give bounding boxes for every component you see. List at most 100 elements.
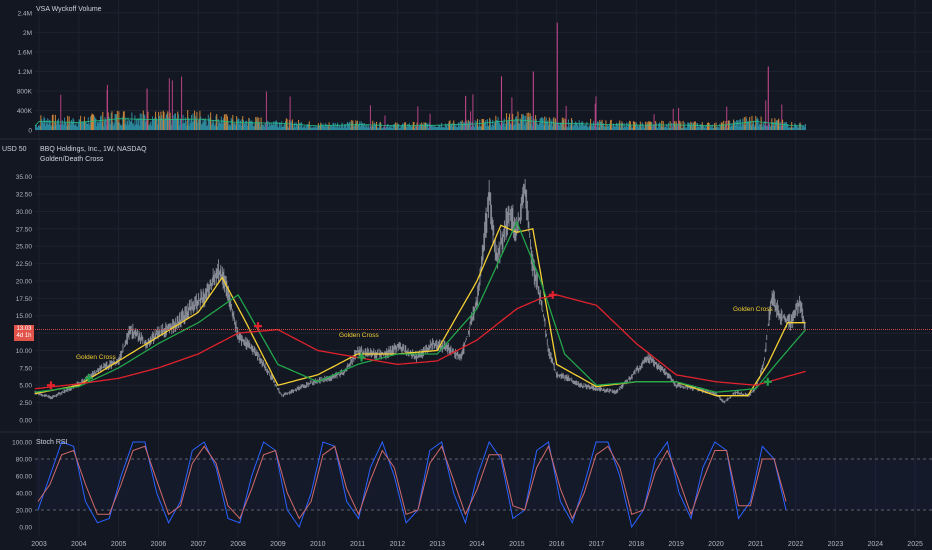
volume-bar xyxy=(462,124,464,130)
volume-bar xyxy=(596,121,599,130)
volume-bar xyxy=(455,123,457,130)
volume-bar xyxy=(388,127,390,130)
price-tick-label: 7.50 xyxy=(19,365,32,372)
volume-bar xyxy=(252,123,254,130)
volume-bar xyxy=(727,120,729,130)
volume-bar xyxy=(771,118,773,130)
stoch-tick-label: 40.00 xyxy=(16,491,33,498)
volume-bar xyxy=(196,111,198,130)
golden-cross-label-1: Golden Cross xyxy=(76,354,116,361)
volume-bar xyxy=(642,122,644,130)
volume-bar xyxy=(47,118,49,130)
volume-bar xyxy=(607,126,609,130)
volume-bar xyxy=(324,126,326,130)
volume-bar xyxy=(479,126,482,130)
volume-bar xyxy=(605,120,607,130)
volume-bar xyxy=(173,119,175,130)
volume-bar xyxy=(691,122,693,130)
volume-bar xyxy=(231,119,233,130)
volume-bar xyxy=(624,127,626,130)
volume-bar xyxy=(382,127,384,130)
volume-bar xyxy=(265,123,267,130)
volume-bar xyxy=(351,121,353,130)
volume-bar xyxy=(363,125,365,130)
volume-bar xyxy=(746,122,748,130)
volume-bar xyxy=(51,126,53,130)
volume-bar xyxy=(405,122,407,130)
volume-bar xyxy=(444,123,446,130)
volume-bar xyxy=(557,122,560,130)
volume-bar xyxy=(383,126,385,130)
axis-labels: 2003 2004 2005 2006 2007 2008 2009 2010 2011 2012… xyxy=(12,10,923,548)
volume-bar xyxy=(562,119,564,130)
volume-bar xyxy=(717,126,719,130)
volume-bar xyxy=(633,121,635,130)
stoch-title[interactable]: Stoch RSI xyxy=(36,439,68,446)
volume-bar xyxy=(184,122,186,130)
indicator-title[interactable]: Golden/Death Cross xyxy=(40,156,104,163)
volume-bar xyxy=(250,121,252,130)
volume-bar xyxy=(213,126,215,130)
volume-bar xyxy=(645,124,647,130)
volume-bar xyxy=(746,118,748,130)
volume-bar xyxy=(158,111,160,130)
volume-bar xyxy=(376,121,378,130)
volume-bar xyxy=(596,126,598,130)
volume-bar xyxy=(447,127,449,130)
volume-bar xyxy=(551,126,553,130)
volume-bar xyxy=(642,125,644,130)
volume-bar xyxy=(178,125,180,130)
volume-bar xyxy=(620,123,622,130)
volume-bar xyxy=(55,124,57,130)
volume-bar xyxy=(549,123,551,130)
volume-bar xyxy=(296,124,298,130)
volume-bar xyxy=(452,126,454,130)
volume-bar xyxy=(588,125,590,130)
volume-bar xyxy=(454,123,456,130)
volume-bar xyxy=(626,122,628,130)
volume-bar xyxy=(87,117,89,130)
volume-bar xyxy=(367,123,369,130)
volume-bar xyxy=(53,125,55,130)
volume-bar xyxy=(499,125,501,130)
volume-bar xyxy=(390,127,392,130)
volume-bar xyxy=(525,115,527,130)
volume-bar xyxy=(566,126,568,130)
volume-bar xyxy=(84,121,86,130)
volume-bar xyxy=(158,115,160,130)
slow-ma-line xyxy=(34,294,806,390)
volume-bar xyxy=(40,115,42,130)
volume-bar xyxy=(267,121,269,130)
volume-bar xyxy=(483,119,485,130)
volume-bar xyxy=(169,112,171,130)
volume-bar xyxy=(531,126,534,130)
volume-bar xyxy=(342,125,344,130)
volume-bar xyxy=(663,127,665,130)
price-tick-label: 32.50 xyxy=(16,192,33,199)
volume-bar xyxy=(52,114,54,130)
volume-bar xyxy=(91,113,93,130)
volume-bar xyxy=(103,120,105,130)
volume-bar xyxy=(382,128,384,130)
volume-bar xyxy=(476,118,478,130)
volume-bar xyxy=(660,126,662,130)
volume-bar xyxy=(733,119,735,130)
volume-bar xyxy=(391,125,393,130)
volume-bar xyxy=(99,116,102,130)
volume-bar xyxy=(291,119,293,130)
volume-spike xyxy=(532,71,534,130)
volume-bar xyxy=(595,96,597,130)
volume-bar xyxy=(352,120,354,130)
volume-bar xyxy=(546,122,548,130)
volume-bar xyxy=(672,108,674,130)
volume-bar xyxy=(804,123,807,130)
volume-bar xyxy=(38,125,40,130)
volume-bar xyxy=(75,121,77,130)
volume-bar xyxy=(706,124,708,130)
volume-bar xyxy=(716,127,718,130)
volume-bar xyxy=(262,124,264,130)
volume-bar xyxy=(379,121,381,130)
volume-bar xyxy=(761,123,763,130)
symbol-title[interactable]: BBQ Holdings, Inc., 1W, NASDAQ xyxy=(40,146,147,153)
volume-bar xyxy=(561,117,563,130)
